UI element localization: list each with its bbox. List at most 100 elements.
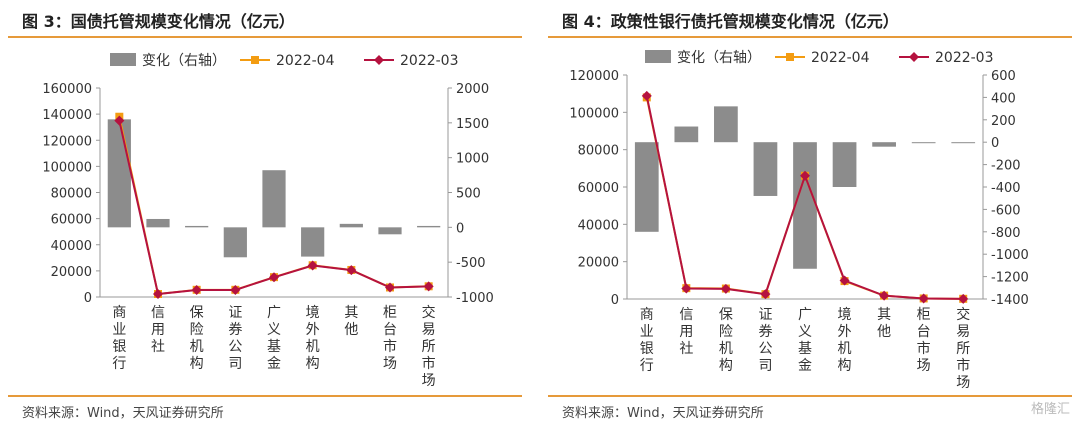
source-rule	[8, 395, 522, 397]
source-note: 资料来源：Wind，天风证券研究所	[562, 406, 764, 421]
category-labels: 商业银行 信用社 保险机构 证券公司 广义基金 境外机构 其他 柜台市场 交易所市场	[640, 306, 970, 391]
figure-title: 图 3：国债托管规模变化情况（亿元）	[22, 12, 295, 31]
left-axis: 0 20000 40000 60000 80000 100000 120000	[569, 69, 628, 308]
bar	[911, 142, 936, 144]
right-tick-label: 0	[991, 136, 999, 151]
bar	[634, 142, 659, 232]
category-label: 保险机构	[190, 305, 204, 372]
data-point	[191, 284, 202, 295]
chart-svg-right: 变化（右轴） 2022-04 2022-03 0 20000 40000 60000 8000…	[569, 50, 1029, 391]
right-tick-label: 600	[991, 69, 1016, 84]
right-tick-label: -800	[991, 226, 1021, 241]
bar	[872, 142, 896, 147]
right-tick-label: 2000	[456, 82, 489, 97]
right-tick-label: 400	[991, 91, 1016, 106]
right-tick-label: 1500	[456, 117, 489, 132]
data-point	[346, 265, 357, 276]
category-label: 其他	[344, 305, 358, 338]
category-label: 柜台市场	[383, 305, 397, 372]
legend-item: 2022-04	[775, 50, 870, 66]
bar	[793, 142, 817, 269]
left-tick-label: 40000	[578, 218, 619, 233]
data-point	[760, 289, 771, 300]
source-rule	[548, 395, 1072, 397]
data-point	[918, 293, 929, 304]
figure-title: 图 4：政策性银行债托管规模变化情况（亿元）	[562, 12, 899, 31]
right-tick-label: 0	[456, 221, 464, 236]
right-tick-label: -400	[991, 181, 1021, 196]
left-tick-label: 60000	[51, 213, 92, 228]
chart-panel-right: 图 4：政策性银行债托管规模变化情况（亿元） 变化（右轴） 2022-04 2022…	[540, 0, 1080, 423]
legend-item: 变化（右轴）	[110, 53, 226, 69]
bar	[262, 170, 286, 228]
bar	[753, 142, 778, 196]
legend-label: 2022-03	[935, 50, 994, 66]
left-tick-label: 40000	[51, 239, 92, 254]
right-axis: -1400 -1200 -1000 -800 -600 -400 -200 0 200 400 60…	[982, 69, 1029, 308]
legend-label: 2022-04	[811, 50, 870, 66]
right-tick-label: -1400	[991, 293, 1029, 308]
category-label: 保险机构	[719, 307, 733, 374]
legend-swatch	[110, 53, 136, 66]
data-point	[641, 90, 652, 101]
data-point	[423, 281, 434, 292]
right-tick-label: 200	[991, 114, 1016, 129]
left-tick-label: 100000	[42, 160, 92, 175]
line-series	[641, 90, 969, 304]
bar	[378, 227, 402, 235]
chart-svg-left: 变化（右轴） 2022-04 2022-0302000040000600008000…	[42, 53, 494, 389]
left-tick-label: 120000	[569, 69, 619, 84]
data-point	[385, 282, 395, 293]
category-label: 境外机构	[306, 305, 320, 372]
right-tick-label: -600	[991, 203, 1021, 218]
right-tick-label: 500	[456, 187, 481, 202]
left-axis: 0 20000 40000 60000 80000 100000 120000 140000 1…	[42, 82, 101, 306]
left-tick-label: 0	[611, 293, 619, 308]
legend-label: 2022-03	[400, 53, 459, 69]
category-label: 其他	[877, 307, 891, 340]
category-label: 柜台市场	[917, 307, 931, 374]
bar-series	[634, 106, 976, 269]
source-note: 资料来源：Wind，天风证券研究所	[22, 406, 224, 421]
legend-swatch	[645, 50, 671, 63]
legend-marker	[786, 53, 794, 61]
bar	[185, 225, 209, 228]
legend-label: 2022-04	[276, 53, 335, 69]
data-point	[800, 170, 810, 181]
legend: 变化（右轴） 2022-04 2022-03	[645, 50, 994, 66]
category-labels: 商业银行 信用社 保险机构 证券公司 广义基金 境外机构 其他 柜台市场 交易所市场	[112, 304, 435, 389]
chart-panel-left: 图 3：国债托管规模变化情况（亿元） 变化（右轴） 2022-04 2022-03 0…	[0, 0, 530, 423]
right-tick-label: -1200	[991, 271, 1029, 286]
data-point	[839, 275, 850, 286]
left-tick-label: 20000	[51, 265, 92, 280]
bar	[146, 218, 170, 228]
left-tick-label: 100000	[569, 106, 619, 121]
bar	[223, 227, 247, 258]
legend-marker	[374, 55, 384, 65]
right-tick-label: -1000	[456, 291, 494, 306]
category-label: 证券公司	[228, 305, 242, 372]
data-point	[958, 293, 969, 304]
bar	[674, 126, 699, 143]
legend-item: 2022-03	[899, 50, 994, 66]
category-label: 广义基金	[267, 305, 281, 372]
bar	[951, 142, 976, 144]
watermark: 格隆汇	[1030, 402, 1070, 417]
legend-item: 变化（右轴）	[645, 50, 761, 66]
legend-item: 2022-04	[240, 53, 335, 69]
category-label: 交易所市场	[956, 306, 970, 391]
data-point	[269, 272, 279, 283]
bar	[339, 223, 363, 228]
right-tick-label: 1000	[456, 152, 489, 167]
bar	[714, 106, 738, 143]
left-tick-label: 20000	[578, 256, 619, 271]
category-label: 商业银行	[112, 305, 126, 372]
bar	[832, 142, 857, 187]
legend-marker	[909, 52, 919, 62]
left-tick-label: 120000	[42, 134, 92, 149]
right-axis: -1000 -500 0 500 1000 1500 2000	[447, 82, 494, 306]
title-rule	[548, 36, 1072, 38]
legend-marker	[251, 56, 259, 64]
data-point	[153, 288, 163, 299]
legend-item: 2022-03	[364, 53, 459, 69]
